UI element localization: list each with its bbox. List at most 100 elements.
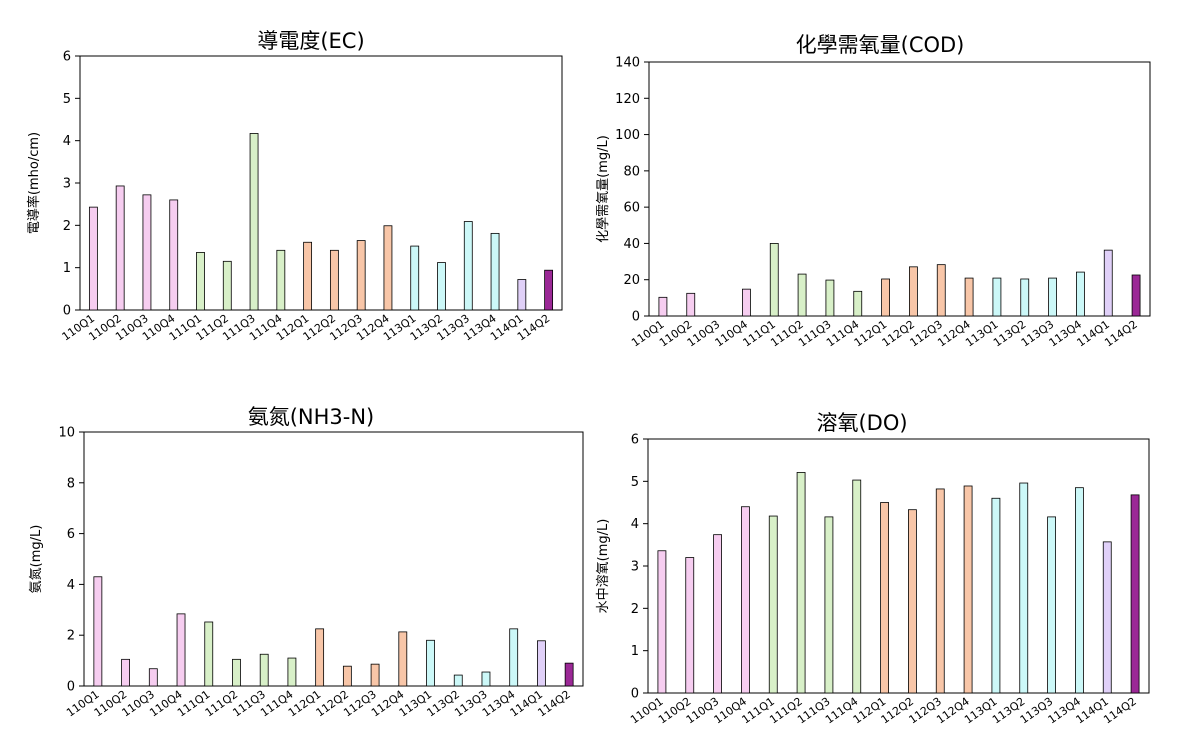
bar-112Q2 bbox=[908, 509, 917, 694]
bar-110Q3 bbox=[142, 194, 152, 311]
bar-113Q1 bbox=[410, 245, 420, 311]
y-tick-label: 5 bbox=[63, 92, 71, 107]
chart-panel-4: 溶氧(DO)0123456水中溶氧(mg/L)110Q1110Q2110Q311… bbox=[596, 411, 1150, 726]
bar-112Q2 bbox=[909, 266, 918, 317]
bar-111Q1 bbox=[768, 515, 778, 694]
plot-area bbox=[647, 438, 1150, 694]
bar-111Q2 bbox=[796, 472, 806, 694]
bar-112Q1 bbox=[315, 628, 325, 687]
bar-112Q1 bbox=[881, 278, 890, 317]
bar-113Q2 bbox=[1019, 482, 1029, 694]
bar-114Q1 bbox=[1103, 249, 1113, 317]
bar-112Q3 bbox=[936, 264, 946, 317]
bar-112Q2 bbox=[342, 665, 352, 687]
y-axis-label: 化學需氧量(mg/L) bbox=[596, 135, 611, 243]
bar-112Q2 bbox=[329, 249, 339, 311]
x-tick-label: 114Q2 bbox=[1102, 318, 1139, 350]
bar-114Q1 bbox=[537, 640, 546, 687]
bar-113Q4 bbox=[490, 232, 500, 311]
bar-110Q4 bbox=[169, 199, 179, 311]
bar-111Q3 bbox=[249, 133, 259, 311]
bar-113Q4 bbox=[509, 628, 519, 687]
plot-area bbox=[648, 61, 1151, 317]
y-tick-label: 1 bbox=[63, 261, 71, 276]
chart-panel-1: 導電度(EC)0123456電導率(mho/cm)110Q1110Q2110Q3… bbox=[26, 29, 563, 343]
y-tick-label: 120 bbox=[615, 92, 640, 107]
bar-111Q4 bbox=[852, 479, 862, 694]
bar-111Q3 bbox=[825, 279, 835, 317]
y-tick-label: 4 bbox=[631, 517, 639, 532]
bar-111Q2 bbox=[797, 273, 807, 317]
bar-110Q1 bbox=[658, 296, 668, 317]
bar-114Q1 bbox=[517, 279, 527, 311]
bar-114Q2 bbox=[564, 662, 574, 687]
y-axis-label: 電導率(mho/cm) bbox=[26, 132, 42, 234]
y-tick-label: 6 bbox=[67, 527, 75, 542]
y-tick-label: 5 bbox=[631, 475, 639, 490]
bar-111Q4 bbox=[276, 249, 286, 311]
bar-114Q2 bbox=[1131, 274, 1141, 317]
y-tick-label: 6 bbox=[63, 50, 71, 65]
plot-area bbox=[83, 431, 584, 687]
y-tick-label: 2 bbox=[631, 602, 639, 617]
y-tick-label: 4 bbox=[67, 578, 75, 593]
bar-112Q1 bbox=[303, 241, 313, 311]
bar-111Q3 bbox=[259, 653, 269, 687]
bar-110Q4 bbox=[742, 288, 751, 317]
bar-113Q3 bbox=[1047, 516, 1056, 694]
y-tick-label: 2 bbox=[63, 219, 71, 234]
bar-111Q2 bbox=[222, 260, 232, 311]
bar-113Q1 bbox=[992, 277, 1002, 317]
bar-112Q4 bbox=[963, 485, 973, 694]
y-tick-label: 3 bbox=[631, 560, 639, 575]
bar-113Q2 bbox=[437, 262, 446, 311]
bar-110Q2 bbox=[121, 658, 130, 687]
y-tick-label: 100 bbox=[615, 128, 640, 143]
y-tick-label: 0 bbox=[63, 304, 71, 319]
bar-114Q2 bbox=[544, 269, 554, 311]
bar-113Q2 bbox=[1020, 278, 1030, 317]
bar-110Q4 bbox=[176, 613, 186, 687]
bar-112Q3 bbox=[370, 663, 380, 687]
bar-111Q4 bbox=[287, 657, 297, 687]
bar-110Q1 bbox=[657, 550, 667, 694]
y-tick-label: 6 bbox=[631, 433, 639, 448]
bar-112Q3 bbox=[935, 488, 945, 694]
plot-area bbox=[79, 55, 563, 311]
bar-110Q4 bbox=[741, 506, 750, 694]
y-tick-label: 60 bbox=[623, 201, 640, 216]
bar-113Q3 bbox=[1048, 277, 1057, 317]
chart-panel-3: 氨氮(NH3-N)0246810氨氮(mg/L)110Q1110Q2110Q31… bbox=[29, 405, 584, 719]
y-tick-label: 140 bbox=[615, 56, 640, 71]
chart-title: 導電度(EC) bbox=[257, 29, 364, 53]
bar-111Q2 bbox=[232, 658, 241, 687]
y-tick-label: 0 bbox=[632, 310, 640, 325]
y-tick-label: 0 bbox=[67, 680, 75, 695]
bar-111Q3 bbox=[824, 516, 834, 694]
bar-110Q2 bbox=[685, 557, 695, 694]
y-tick-label: 40 bbox=[623, 237, 640, 252]
bar-112Q4 bbox=[383, 225, 393, 311]
bar-111Q4 bbox=[853, 290, 863, 317]
bar-113Q4 bbox=[1076, 271, 1085, 317]
bar-113Q3 bbox=[463, 221, 473, 311]
bar-111Q1 bbox=[769, 243, 779, 317]
y-axis-label: 氨氮(mg/L) bbox=[29, 525, 44, 594]
bar-113Q3 bbox=[481, 671, 491, 687]
bar-112Q1 bbox=[880, 502, 889, 694]
y-tick-label: 1 bbox=[631, 644, 639, 659]
bar-110Q3 bbox=[148, 668, 158, 687]
bar-112Q4 bbox=[398, 631, 408, 687]
chart-title: 氨氮(NH3-N) bbox=[248, 405, 375, 429]
bar-110Q3 bbox=[713, 534, 722, 694]
y-tick-label: 20 bbox=[623, 273, 640, 288]
bar-111Q1 bbox=[204, 621, 214, 687]
bar-110Q1 bbox=[88, 206, 98, 311]
chart-title: 化學需氧量(COD) bbox=[796, 33, 965, 57]
bar-110Q2 bbox=[115, 185, 125, 311]
bar-110Q2 bbox=[686, 292, 696, 317]
y-tick-label: 2 bbox=[67, 629, 75, 644]
bar-113Q2 bbox=[453, 674, 463, 687]
bar-113Q1 bbox=[991, 497, 1001, 694]
chart-title: 溶氧(DO) bbox=[816, 411, 907, 435]
